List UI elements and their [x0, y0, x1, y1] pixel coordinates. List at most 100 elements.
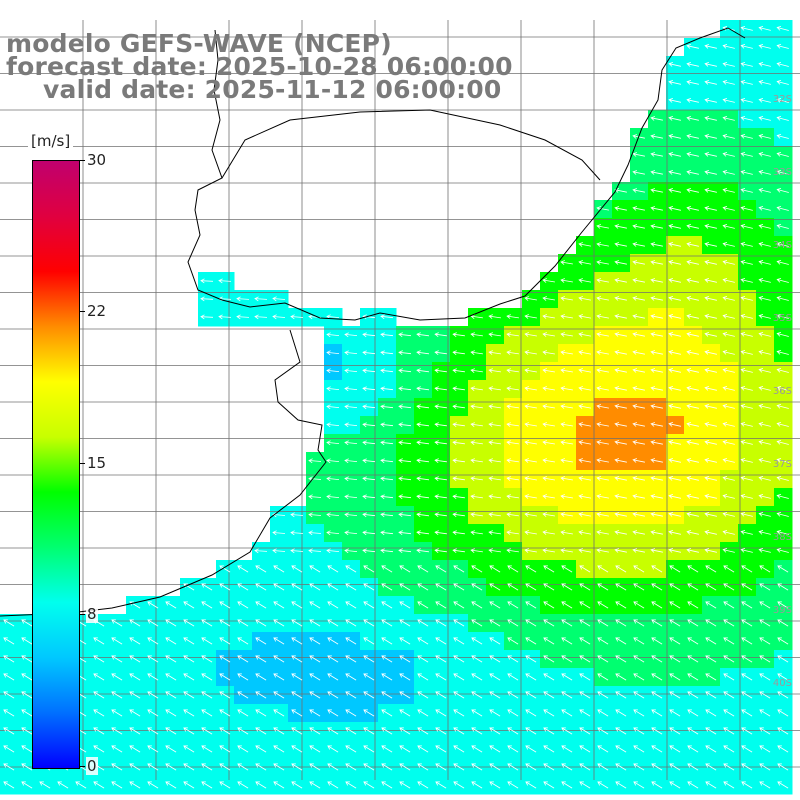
wind-arrow — [759, 709, 771, 717]
wind-arrow — [434, 404, 447, 410]
wind-arrow — [669, 619, 681, 627]
lat-label: 36S — [772, 386, 792, 397]
wind-arrow — [650, 188, 663, 193]
wind-arrow — [129, 745, 141, 753]
wind-arrow — [596, 350, 609, 355]
wind-arrow — [399, 601, 411, 609]
wind-arrow — [669, 601, 681, 609]
wind-arrow — [435, 619, 447, 627]
wind-arrow — [686, 62, 699, 67]
wind-arrow — [200, 296, 214, 302]
wind-arrow — [201, 709, 213, 717]
wind-arrow — [489, 727, 501, 735]
wind-arrow — [416, 458, 430, 464]
wind-arrow — [344, 512, 358, 518]
wind-arrow — [434, 368, 447, 374]
wind-arrow — [633, 583, 645, 591]
wind-arrow — [398, 368, 412, 374]
colorbar-tick-15: 15 — [86, 454, 108, 472]
wind-arrow — [434, 422, 447, 428]
wind-arrow — [633, 781, 645, 789]
wind-arrow — [669, 781, 681, 789]
wind-arrow — [21, 637, 33, 645]
wind-arrow — [183, 619, 195, 627]
wind-arrow — [434, 440, 447, 446]
wind-arrow — [777, 673, 789, 681]
wind-arrow — [632, 296, 645, 301]
wind-arrow — [326, 458, 340, 464]
wind-arrow — [650, 296, 663, 301]
wind-arrow — [687, 691, 699, 699]
wind-arrow — [578, 476, 591, 481]
wind-arrow — [327, 763, 339, 771]
wind-arrow — [776, 368, 789, 373]
wind-arrow — [579, 709, 591, 717]
wind-arrow — [489, 763, 501, 771]
wind-arrow — [777, 691, 789, 699]
wind-arrow — [452, 350, 465, 356]
wind-arrow — [632, 152, 645, 157]
wind-arrow — [686, 188, 699, 193]
wind-arrow — [632, 458, 645, 463]
wind-arrow — [219, 619, 231, 627]
wind-arrow — [758, 530, 771, 535]
wind-arrow — [758, 80, 771, 85]
wind-arrow — [363, 691, 375, 699]
wind-arrow — [452, 386, 465, 392]
wind-arrow — [273, 619, 285, 627]
wind-arrow — [255, 727, 267, 735]
wind-arrow — [344, 422, 358, 428]
wind-arrow — [596, 260, 609, 265]
wind-arrow — [669, 565, 681, 573]
wind-arrow — [650, 206, 663, 211]
wind-arrow — [542, 512, 555, 517]
wind-arrow — [327, 565, 339, 573]
title-valid-date: valid date: 2025-11-12 06:00:00 — [43, 75, 502, 104]
wind-arrow — [650, 548, 663, 553]
wind-arrow — [363, 763, 375, 771]
wind-arrow — [615, 781, 627, 789]
wind-arrow — [524, 350, 537, 355]
wind-arrow — [417, 709, 429, 717]
wind-arrow — [363, 709, 375, 717]
wind-arrow — [363, 583, 375, 591]
wind-arrow — [705, 637, 717, 645]
wind-arrow — [416, 440, 430, 446]
wind-arrow — [21, 655, 33, 663]
wind-arrow — [327, 601, 339, 609]
wind-arrow — [740, 314, 753, 319]
wind-arrow — [578, 260, 591, 265]
wind-arrow — [363, 745, 375, 753]
wind-arrow — [740, 458, 753, 463]
wind-arrow — [633, 691, 645, 699]
wind-arrow — [615, 745, 627, 753]
wind-arrow — [615, 565, 627, 573]
wind-arrow — [488, 386, 501, 391]
wind-arrow — [758, 278, 771, 283]
wind-arrow — [417, 565, 429, 573]
wind-arrow — [255, 619, 267, 627]
wind-arrow — [633, 673, 645, 681]
wind-arrow — [561, 727, 573, 735]
wind-arrow — [399, 781, 411, 789]
wind-arrow — [165, 781, 177, 789]
wind-arrow — [129, 727, 141, 735]
wind-arrow — [686, 494, 699, 499]
wind-arrow — [543, 763, 555, 771]
wind-arrow — [776, 242, 789, 247]
wind-arrow — [596, 296, 609, 301]
wind-arrow — [434, 494, 447, 500]
wind-arrow — [596, 512, 609, 517]
wind-arrow — [740, 170, 753, 175]
wind-arrow — [489, 565, 501, 573]
wind-arrow — [254, 314, 268, 320]
wind-arrow — [704, 98, 717, 103]
wind-arrow — [470, 422, 483, 428]
wind-arrow — [704, 170, 717, 175]
wind-arrow — [525, 691, 537, 699]
wind-arrow — [507, 655, 519, 663]
wind-arrow — [705, 709, 717, 717]
wind-arrow — [596, 242, 609, 247]
wind-arrow — [669, 655, 681, 663]
wind-arrow — [362, 368, 376, 374]
